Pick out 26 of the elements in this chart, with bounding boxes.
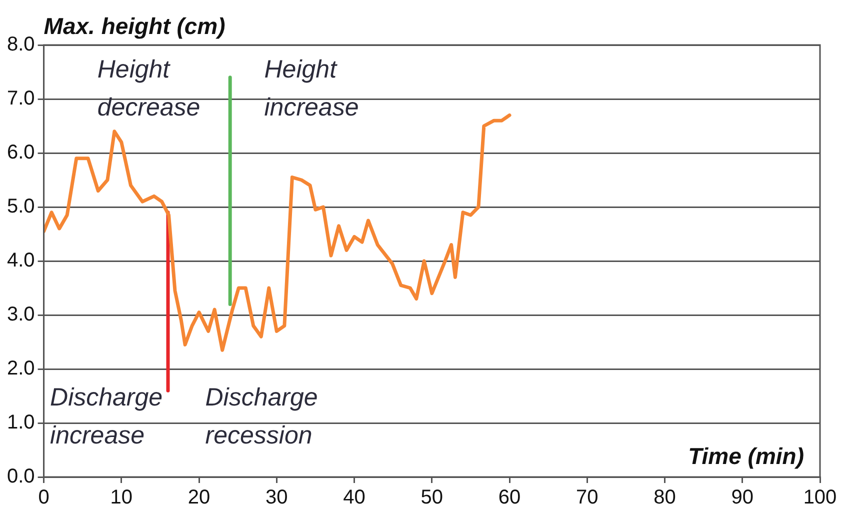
y-tick-label: 5.0: [6, 196, 35, 218]
x-tick-label: 70: [576, 486, 598, 509]
y-axis-title: Max. height (cm): [44, 12, 226, 39]
annotation: Discharge recession: [205, 384, 318, 450]
x-tick-label: 60: [498, 486, 521, 509]
y-tick-label: 3.0: [6, 304, 35, 326]
x-tick-label: 20: [188, 486, 210, 509]
y-tick-label: 4.0: [6, 250, 35, 272]
y-tick-label: 7.0: [6, 88, 35, 110]
x-tick-label: 100: [803, 486, 837, 509]
x-tick-label: 10: [110, 486, 133, 509]
x-tick-label: 40: [343, 486, 366, 509]
annotation: Height decrease: [97, 55, 200, 122]
annotation: Height increase: [264, 55, 359, 122]
y-tick-label: 2.0: [6, 358, 35, 380]
x-tick-label: 80: [654, 486, 676, 509]
x-tick-label: 90: [731, 486, 754, 509]
x-tick-label: 50: [420, 486, 444, 509]
x-axis-title: Time (min): [688, 442, 804, 469]
y-tick-label: 0.0: [6, 466, 35, 488]
y-tick-label: 1.0: [6, 412, 35, 434]
y-tick-label: 6.0: [6, 142, 35, 164]
x-tick-label: 30: [266, 486, 288, 509]
annotation: Discharge increase: [50, 384, 163, 450]
y-tick-label: 8.0: [6, 34, 35, 56]
x-tick-label: 0: [38, 486, 50, 509]
